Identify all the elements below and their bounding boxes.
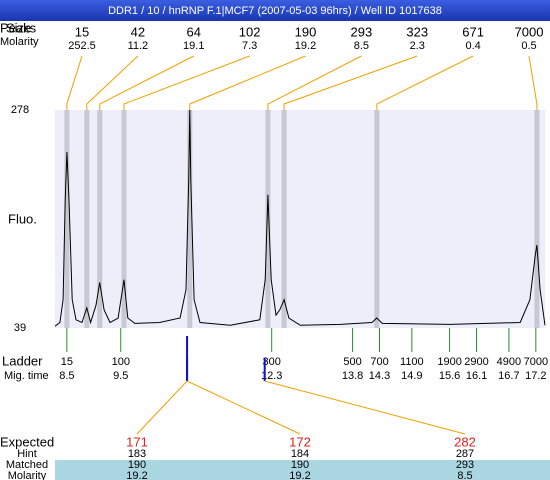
- mig-time-label: Mig. time: [4, 370, 49, 382]
- peak-size: 293: [351, 24, 373, 39]
- peak-size: 7000: [515, 24, 544, 39]
- peak-connector: [267, 55, 362, 110]
- expected-connector: [186, 380, 301, 435]
- peak-connector: [123, 55, 250, 110]
- molarity-label: Molarity: [0, 36, 39, 48]
- title: DDR1 / 10 / hnRNP F.1|MCF7 (2007-05-03 9…: [108, 5, 442, 17]
- title-bar: [0, 0, 550, 21]
- ladder-size: 700: [370, 356, 388, 368]
- peak-size: 671: [462, 24, 484, 39]
- mig-time: 15.6: [439, 370, 460, 382]
- mig-time: 16.7: [498, 370, 519, 382]
- peak-band: [534, 110, 540, 328]
- matched-value: 190: [128, 459, 146, 471]
- peak-connector: [189, 55, 306, 110]
- ladder-label: Ladder: [2, 353, 43, 368]
- peak-molarity: 7.3: [242, 40, 257, 52]
- expected-label: Expected: [0, 434, 54, 449]
- peak-connector: [376, 55, 474, 110]
- peak-connector: [528, 55, 538, 110]
- expected-connector: [136, 380, 188, 435]
- peak-band: [84, 110, 90, 328]
- mig-time: 16.1: [466, 370, 487, 382]
- peak-size: 42: [131, 24, 145, 39]
- ladder-size: 500: [343, 356, 361, 368]
- ladder-size: 15: [61, 356, 73, 368]
- peak-band: [64, 110, 70, 328]
- plot-area: [55, 110, 545, 328]
- mig-time: 14.9: [401, 370, 422, 382]
- matched-molarity: 19.2: [289, 470, 310, 480]
- mig-time: 13.8: [342, 370, 363, 382]
- mig-time: 9.5: [113, 370, 128, 382]
- peak-connector: [86, 55, 139, 110]
- expected-molarity-label: Molarity: [8, 470, 47, 480]
- peak-connector: [283, 55, 418, 110]
- peak-molarity: 11.2: [128, 40, 149, 52]
- peak-band: [187, 110, 193, 328]
- matched-rows-bg: [55, 460, 550, 480]
- peak-band: [281, 110, 287, 328]
- signal-trace: [54, 109, 546, 327]
- matched-molarity: 8.5: [457, 470, 472, 480]
- peak-band: [121, 110, 127, 328]
- matched-value: 190: [291, 459, 309, 471]
- matched-molarity: 19.2: [126, 470, 147, 480]
- y-tick-label: 39: [14, 322, 26, 334]
- hint-value: 184: [291, 448, 309, 460]
- peak-molarity: 0.5: [521, 40, 536, 52]
- peak-band: [97, 110, 103, 328]
- peak-size: 102: [239, 24, 261, 39]
- peak-molarity: 252.5: [68, 40, 96, 52]
- peak-size: 190: [295, 24, 317, 39]
- ladder-size: 100: [112, 356, 130, 368]
- ladder-size: 1100: [400, 356, 424, 368]
- y-tick-label: 278: [11, 104, 29, 116]
- size-label: Size: [6, 20, 31, 35]
- mig-time: 8.5: [59, 370, 74, 382]
- ladder-size: 7000: [524, 356, 548, 368]
- mig-time: 17.2: [525, 370, 546, 382]
- peaks-label: Peaks: [0, 20, 37, 35]
- peak-connector: [99, 55, 194, 110]
- peak-molarity: 0.4: [465, 40, 480, 52]
- y-axis-label: Fluo.: [8, 211, 37, 226]
- expected-value: 172: [289, 434, 311, 449]
- peak-molarity: 19.1: [183, 40, 204, 52]
- peak-size: 15: [75, 24, 89, 39]
- peak-size: 64: [187, 24, 201, 39]
- hint-value: 183: [128, 448, 146, 460]
- peak-molarity: 8.5: [354, 40, 369, 52]
- mig-time: 14.3: [369, 370, 390, 382]
- matched-value: 293: [456, 459, 474, 471]
- matched-label: Matched: [6, 459, 48, 471]
- expected-value: 171: [126, 434, 148, 449]
- expected-connector: [264, 380, 466, 435]
- peak-band: [374, 110, 380, 328]
- ladder-size: 300: [263, 356, 281, 368]
- expected-value: 282: [454, 434, 476, 449]
- peak-molarity: 2.3: [410, 40, 425, 52]
- peak-band: [265, 110, 271, 328]
- ladder-size: 4900: [497, 356, 521, 368]
- mig-time: 12.3: [261, 370, 282, 382]
- hint-value: 287: [456, 448, 474, 460]
- peak-size: 323: [406, 24, 428, 39]
- ladder-size: 1900: [437, 356, 461, 368]
- hint-label: Hint: [17, 448, 37, 460]
- peak-connector: [66, 55, 83, 110]
- peak-molarity: 19.2: [295, 40, 316, 52]
- ladder-size: 2900: [464, 356, 488, 368]
